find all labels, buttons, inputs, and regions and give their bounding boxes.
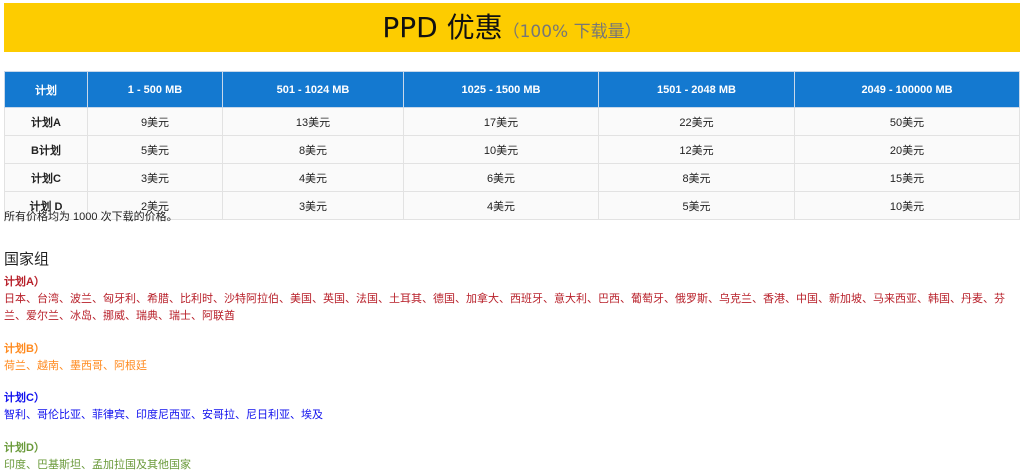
group-title: 计划D） bbox=[4, 442, 45, 454]
price-cell: 8美元 bbox=[598, 163, 795, 192]
table-row: 计划 D 2美元 3美元 4美元 5美元 10美元 bbox=[4, 191, 1020, 220]
price-cell: 9美元 bbox=[87, 107, 223, 136]
price-cell: 5美元 bbox=[598, 191, 795, 220]
group-countries: 印度、巴基斯坦、孟加拉国及其他国家 bbox=[4, 459, 191, 471]
group-a: 计划A） 日本、台湾、波兰、匈牙利、希腊、比利时、沙特阿拉伯、美国、英国、法国、土… bbox=[4, 274, 1009, 325]
price-cell: 3美元 bbox=[87, 163, 223, 192]
plan-name-cell: 计划 D bbox=[4, 191, 88, 220]
plan-name-cell: 计划C bbox=[4, 163, 88, 192]
price-cell: 5美元 bbox=[87, 135, 223, 164]
table-row: B计划 5美元 8美元 10美元 12美元 20美元 bbox=[4, 135, 1020, 164]
price-cell: 10美元 bbox=[794, 191, 1020, 220]
country-groups-heading: 国家组 bbox=[4, 250, 50, 268]
plan-name-cell: 计划A bbox=[4, 107, 88, 136]
group-countries: 荷兰、越南、墨西哥、阿根廷 bbox=[4, 360, 147, 372]
header-tier-3: 1025 - 1500 MB bbox=[403, 71, 599, 108]
price-cell: 22美元 bbox=[598, 107, 795, 136]
price-cell: 13美元 bbox=[222, 107, 404, 136]
table-row: 计划C 3美元 4美元 6美元 8美元 15美元 bbox=[4, 163, 1020, 192]
price-cell: 20美元 bbox=[794, 135, 1020, 164]
price-cell: 3美元 bbox=[222, 191, 404, 220]
price-cell: 15美元 bbox=[794, 163, 1020, 192]
header-tier-5: 2049 - 100000 MB bbox=[794, 71, 1020, 108]
price-cell: 6美元 bbox=[403, 163, 599, 192]
group-d: 计划D） 印度、巴基斯坦、孟加拉国及其他国家 bbox=[4, 440, 1009, 474]
price-cell: 10美元 bbox=[403, 135, 599, 164]
group-b: 计划B） 荷兰、越南、墨西哥、阿根廷 bbox=[4, 341, 1009, 375]
price-cell: 50美元 bbox=[794, 107, 1020, 136]
pricing-table: 计划 1 - 500 MB 501 - 1024 MB 1025 - 1500 … bbox=[4, 71, 1020, 220]
header-tier-2: 501 - 1024 MB bbox=[222, 71, 404, 108]
price-cell: 12美元 bbox=[598, 135, 795, 164]
price-cell: 17美元 bbox=[403, 107, 599, 136]
page-banner: PPD 优惠（100% 下载量） bbox=[4, 3, 1020, 52]
header-tier-1: 1 - 500 MB bbox=[87, 71, 223, 108]
group-title: 计划A） bbox=[4, 276, 45, 288]
price-cell: 8美元 bbox=[222, 135, 404, 164]
price-cell: 4美元 bbox=[222, 163, 404, 192]
plan-name-cell: B计划 bbox=[4, 135, 88, 164]
group-c: 计划C） 智利、哥伦比亚、菲律宾、印度尼西亚、安哥拉、尼日利亚、埃及 bbox=[4, 390, 1009, 424]
group-title: 计划B） bbox=[4, 343, 45, 355]
price-cell: 4美元 bbox=[403, 191, 599, 220]
header-tier-4: 1501 - 2048 MB bbox=[598, 71, 795, 108]
page-title: PPD 优惠 bbox=[382, 11, 503, 44]
table-header-row: 计划 1 - 500 MB 501 - 1024 MB 1025 - 1500 … bbox=[4, 71, 1020, 108]
group-countries: 智利、哥伦比亚、菲律宾、印度尼西亚、安哥拉、尼日利亚、埃及 bbox=[4, 409, 323, 421]
group-countries: 日本、台湾、波兰、匈牙利、希腊、比利时、沙特阿拉伯、美国、英国、法国、土耳其、德… bbox=[4, 293, 1005, 322]
table-row: 计划A 9美元 13美元 17美元 22美元 50美元 bbox=[4, 107, 1020, 136]
price-note: 所有价格均为 1000 次下载的价格。 bbox=[4, 211, 178, 223]
group-title: 计划C） bbox=[4, 392, 45, 404]
header-plan: 计划 bbox=[4, 71, 88, 108]
page-subtitle: （100% 下载量） bbox=[502, 22, 642, 42]
